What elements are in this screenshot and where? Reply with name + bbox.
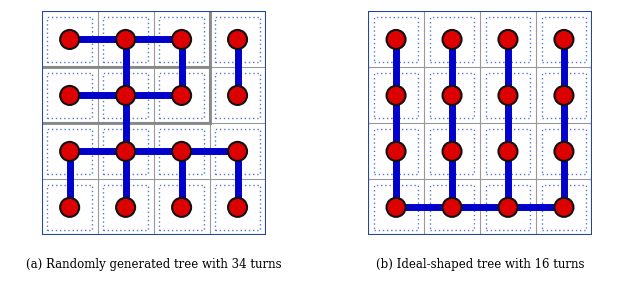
Circle shape	[172, 198, 191, 217]
Bar	[541, 17, 586, 62]
Circle shape	[228, 198, 247, 217]
Bar	[103, 17, 148, 62]
Bar	[159, 73, 204, 118]
Bar	[374, 185, 419, 230]
Bar	[215, 185, 260, 230]
Circle shape	[442, 142, 461, 161]
Circle shape	[60, 198, 79, 217]
Bar	[103, 185, 148, 230]
Bar	[429, 129, 474, 174]
Bar	[486, 17, 531, 62]
Circle shape	[442, 198, 461, 217]
Circle shape	[499, 86, 518, 105]
Circle shape	[60, 30, 79, 49]
Circle shape	[499, 30, 518, 49]
Bar	[374, 129, 419, 174]
Circle shape	[499, 142, 518, 161]
Bar	[47, 185, 92, 230]
Circle shape	[60, 86, 79, 105]
Circle shape	[172, 142, 191, 161]
Circle shape	[442, 30, 461, 49]
Circle shape	[387, 142, 406, 161]
Bar	[541, 185, 586, 230]
Circle shape	[387, 198, 406, 217]
Text: (b) Ideal-shaped tree with 16 turns: (b) Ideal-shaped tree with 16 turns	[376, 257, 584, 271]
Circle shape	[116, 86, 135, 105]
Bar	[429, 17, 474, 62]
Circle shape	[442, 86, 461, 105]
Circle shape	[554, 86, 573, 105]
Bar	[429, 73, 474, 118]
Circle shape	[554, 142, 573, 161]
Bar	[374, 17, 419, 62]
Circle shape	[387, 30, 406, 49]
Bar	[47, 129, 92, 174]
Bar	[541, 129, 586, 174]
Bar	[159, 17, 204, 62]
Bar	[486, 73, 531, 118]
Circle shape	[60, 142, 79, 161]
Bar	[103, 73, 148, 118]
Circle shape	[172, 86, 191, 105]
Circle shape	[228, 30, 247, 49]
Bar	[429, 185, 474, 230]
Bar	[486, 185, 531, 230]
Bar	[159, 185, 204, 230]
Bar	[215, 129, 260, 174]
Bar	[103, 129, 148, 174]
Bar	[47, 17, 92, 62]
Circle shape	[172, 30, 191, 49]
Text: (a) Randomly generated tree with 34 turns: (a) Randomly generated tree with 34 turn…	[26, 257, 282, 271]
Bar	[47, 73, 92, 118]
Bar	[541, 73, 586, 118]
Bar	[374, 73, 419, 118]
Circle shape	[499, 198, 518, 217]
Circle shape	[116, 30, 135, 49]
Circle shape	[228, 86, 247, 105]
Circle shape	[387, 86, 406, 105]
Bar	[159, 129, 204, 174]
Circle shape	[228, 142, 247, 161]
Bar	[215, 73, 260, 118]
Circle shape	[116, 142, 135, 161]
Bar	[486, 129, 531, 174]
Circle shape	[554, 198, 573, 217]
Circle shape	[554, 30, 573, 49]
Circle shape	[116, 198, 135, 217]
Bar	[215, 17, 260, 62]
